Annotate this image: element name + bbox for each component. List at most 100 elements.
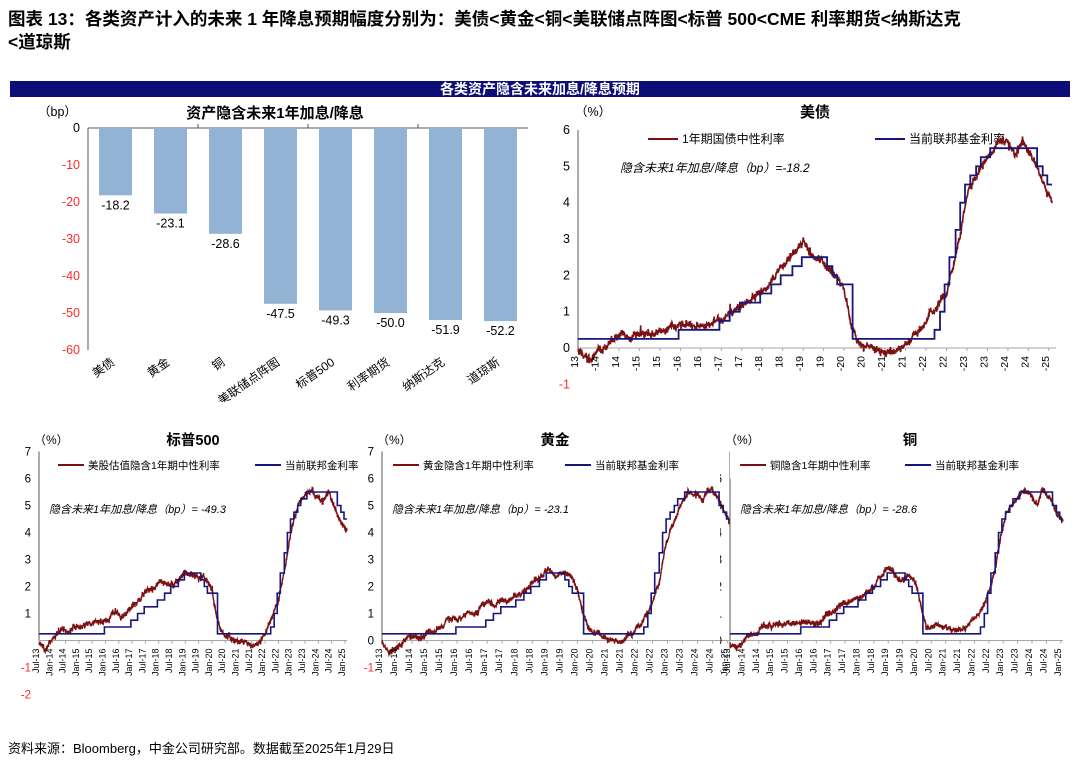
svg-text:Jul-22: Jul-22 bbox=[981, 649, 991, 674]
svg-text:Jul-21: Jul-21 bbox=[244, 649, 254, 674]
svg-text:Jan-14: Jan-14 bbox=[389, 649, 399, 677]
svg-text:Jul-22: Jul-22 bbox=[270, 649, 280, 674]
svg-text:Jan-14: Jan-14 bbox=[736, 649, 746, 677]
svg-text:0: 0 bbox=[720, 636, 722, 648]
svg-text:Jan-18: Jan-18 bbox=[151, 649, 161, 677]
svg-text:Jul-16: Jul-16 bbox=[808, 649, 818, 674]
svg-text:2: 2 bbox=[563, 268, 570, 282]
svg-text:当前联邦基金利率: 当前联邦基金利率 bbox=[595, 459, 679, 472]
svg-text:18: 18 bbox=[774, 356, 786, 368]
svg-text:Jan-23: Jan-23 bbox=[660, 649, 670, 677]
svg-text:美联储点阵图: 美联储点阵图 bbox=[215, 354, 283, 402]
svg-text:Jan-16: Jan-16 bbox=[794, 649, 804, 677]
svg-text:-15: -15 bbox=[630, 356, 642, 371]
svg-text:Jul-19: Jul-19 bbox=[895, 649, 905, 674]
svg-text:14: 14 bbox=[610, 356, 622, 368]
svg-text:5: 5 bbox=[563, 159, 570, 173]
svg-text:Jul-14: Jul-14 bbox=[751, 649, 761, 674]
svg-text:Jan-18: Jan-18 bbox=[851, 649, 861, 677]
svg-text:2: 2 bbox=[25, 582, 31, 594]
svg-text:黄金隐含1年期中性利率: 黄金隐含1年期中性利率 bbox=[423, 459, 534, 472]
svg-text:Jul-17: Jul-17 bbox=[494, 649, 504, 674]
svg-text:Jul-14: Jul-14 bbox=[58, 649, 68, 674]
svg-text:-10: -10 bbox=[62, 158, 80, 172]
svg-text:3: 3 bbox=[25, 555, 31, 567]
svg-text:Jul-18: Jul-18 bbox=[524, 649, 534, 674]
svg-text:Jul-20: Jul-20 bbox=[584, 649, 594, 674]
svg-text:24: 24 bbox=[1019, 356, 1031, 368]
svg-text:-1: -1 bbox=[559, 377, 570, 391]
svg-text:-22: -22 bbox=[917, 356, 929, 371]
svg-text:Jul-18: Jul-18 bbox=[866, 649, 876, 674]
svg-text:Jul-14: Jul-14 bbox=[404, 649, 414, 674]
svg-text:Jan-19: Jan-19 bbox=[177, 649, 187, 677]
svg-text:Jul-17: Jul-17 bbox=[137, 649, 147, 674]
svg-text:-17: -17 bbox=[712, 356, 724, 371]
svg-text:利率期货: 利率期货 bbox=[344, 354, 392, 394]
svg-text:Jul-13: Jul-13 bbox=[374, 649, 384, 674]
svg-text:4: 4 bbox=[720, 528, 723, 540]
svg-text:Jan-22: Jan-22 bbox=[257, 649, 267, 677]
svg-text:当前联邦基金利率: 当前联邦基金利率 bbox=[909, 131, 1005, 146]
svg-text:Jan-14: Jan-14 bbox=[44, 649, 54, 677]
svg-text:6: 6 bbox=[25, 474, 31, 486]
svg-text:Jan-24: Jan-24 bbox=[1024, 649, 1034, 677]
svg-text:3: 3 bbox=[720, 555, 722, 567]
svg-text:-50: -50 bbox=[62, 306, 80, 320]
svg-text:隐含未来1年加息/降息（bp）= -28.6: 隐含未来1年加息/降息（bp）= -28.6 bbox=[740, 503, 918, 516]
svg-text:22: 22 bbox=[938, 356, 950, 368]
svg-text:-24: -24 bbox=[999, 356, 1011, 371]
svg-text:Jan-21: Jan-21 bbox=[599, 649, 609, 677]
svg-text:隐含未来1年加息/降息（bp）=-18.2: 隐含未来1年加息/降息（bp）=-18.2 bbox=[620, 161, 810, 175]
svg-text:Jul-15: Jul-15 bbox=[780, 649, 790, 674]
svg-text:铜: 铜 bbox=[903, 432, 918, 449]
svg-text:Jul-18: Jul-18 bbox=[164, 649, 174, 674]
svg-text:2: 2 bbox=[720, 582, 722, 594]
svg-text:4: 4 bbox=[563, 196, 570, 210]
svg-text:-16: -16 bbox=[671, 356, 683, 371]
svg-text:5: 5 bbox=[25, 501, 31, 513]
svg-text:-14: -14 bbox=[590, 356, 602, 371]
svg-text:-47.5: -47.5 bbox=[266, 307, 295, 321]
svg-text:6: 6 bbox=[368, 474, 374, 486]
svg-text:纳斯达克: 纳斯达克 bbox=[400, 355, 447, 394]
svg-text:当前联邦基金利率: 当前联邦基金利率 bbox=[935, 459, 1019, 472]
svg-text:1: 1 bbox=[368, 609, 374, 621]
svg-text:Jul-23: Jul-23 bbox=[1010, 649, 1020, 674]
svg-text:-25: -25 bbox=[1040, 356, 1052, 371]
svg-text:5: 5 bbox=[368, 501, 374, 513]
svg-text:23: 23 bbox=[978, 356, 990, 368]
svg-text:标普500: 标普500 bbox=[166, 431, 219, 449]
svg-text:Jan-17: Jan-17 bbox=[479, 649, 489, 677]
svg-text:Jan-24: Jan-24 bbox=[690, 649, 700, 677]
svg-text:-18: -18 bbox=[753, 356, 765, 371]
svg-text:17: 17 bbox=[733, 356, 745, 368]
svg-text:（bp）: （bp） bbox=[38, 105, 77, 119]
svg-text:3: 3 bbox=[368, 555, 374, 567]
svg-text:-1: -1 bbox=[21, 663, 31, 675]
svg-text:Jan-18: Jan-18 bbox=[509, 649, 519, 677]
svg-text:美债: 美债 bbox=[90, 355, 118, 380]
svg-text:Jul-21: Jul-21 bbox=[952, 649, 962, 674]
svg-text:0: 0 bbox=[368, 636, 374, 648]
svg-text:7: 7 bbox=[368, 447, 374, 459]
svg-text:7: 7 bbox=[25, 447, 31, 459]
svg-text:Jan-22: Jan-22 bbox=[630, 649, 640, 677]
svg-text:-49.3: -49.3 bbox=[321, 313, 350, 327]
svg-text:Jan-23: Jan-23 bbox=[284, 649, 294, 677]
svg-text:4: 4 bbox=[25, 528, 32, 540]
svg-text:Jan-19: Jan-19 bbox=[880, 649, 890, 677]
svg-text:Jan-17: Jan-17 bbox=[124, 649, 134, 677]
svg-text:Jan-15: Jan-15 bbox=[71, 649, 81, 677]
svg-text:Jul-21: Jul-21 bbox=[615, 649, 625, 674]
svg-text:（%）: （%） bbox=[34, 433, 69, 447]
svg-text:-20: -20 bbox=[835, 356, 847, 371]
svg-text:6: 6 bbox=[563, 123, 570, 137]
svg-text:Jul-23: Jul-23 bbox=[675, 649, 685, 674]
svg-text:Jul-19: Jul-19 bbox=[191, 649, 201, 674]
svg-text:Jul-15: Jul-15 bbox=[434, 649, 444, 674]
svg-text:-51.9: -51.9 bbox=[431, 323, 460, 337]
svg-text:Jan-21: Jan-21 bbox=[231, 649, 241, 677]
svg-text:标普500: 标普500 bbox=[293, 355, 337, 392]
svg-text:（%）: （%） bbox=[725, 433, 760, 447]
